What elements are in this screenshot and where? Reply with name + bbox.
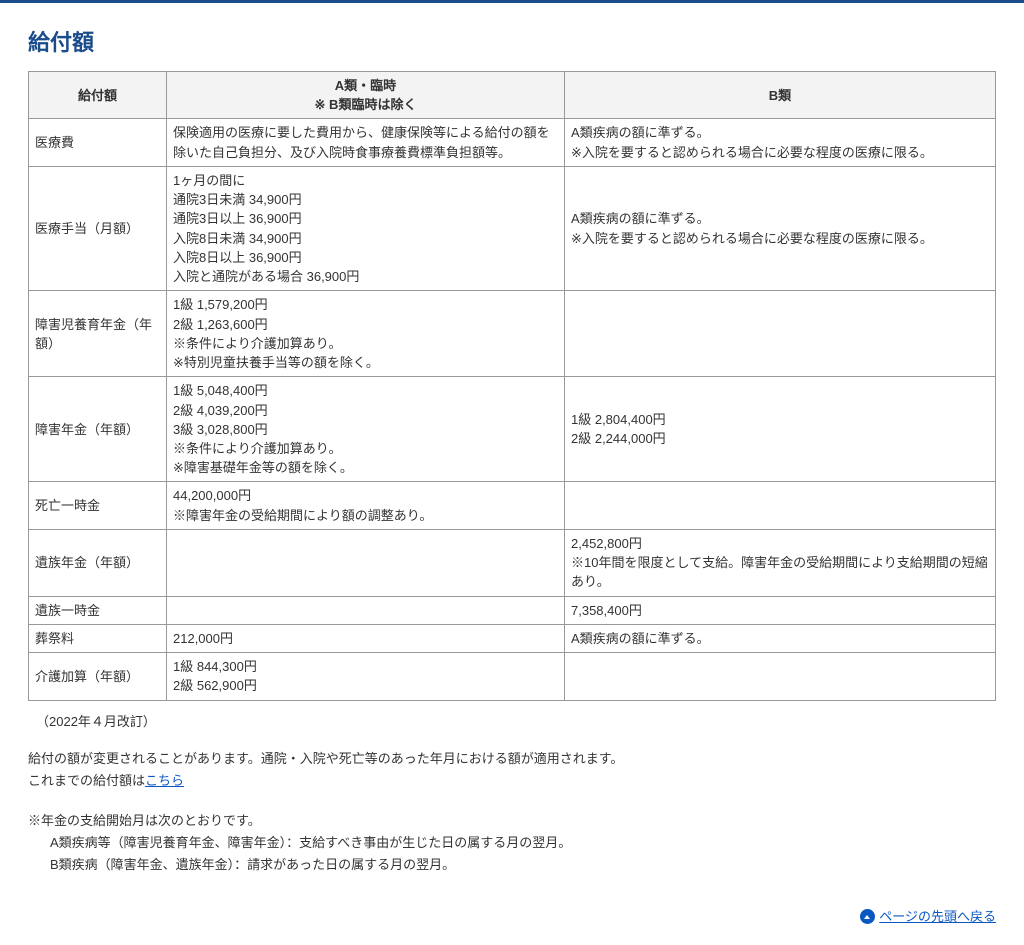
revision-note: （2022年４月改訂） (28, 711, 996, 730)
row-label: 遺族一時金 (29, 596, 167, 624)
col-header-name: 給付額 (29, 72, 167, 119)
row-a: 212,000円 (167, 624, 565, 652)
col-header-b: B類 (565, 72, 996, 119)
benefit-table: 給付額 A類・臨時 ※ B類臨時は除く B類 医療費保険適用の医療に要した費用か… (28, 71, 996, 701)
row-b: A類疾病の額に準ずる。※入院を要すると認められる場合に必要な程度の医療に限る。 (565, 166, 996, 290)
benefit-table-wrap: 給付額 A類・臨時 ※ B類臨時は除く B類 医療費保険適用の医療に要した費用か… (28, 71, 996, 701)
row-label: 死亡一時金 (29, 482, 167, 529)
row-a: 1級 5,048,400円2級 4,039,200円3級 3,028,800円※… (167, 377, 565, 482)
row-label: 医療手当（月額） (29, 166, 167, 290)
body-p3b: B類疾病（障害年金、遺族年金）：請求があった日の属する月の翌月。 (28, 857, 455, 872)
row-label: 障害児養育年金（年額） (29, 291, 167, 377)
table-row: 医療費保険適用の医療に要した費用から、健康保険等による給付の額を除いた自己負担分… (29, 119, 996, 166)
table-row: 障害児養育年金（年額）1級 1,579,200円2級 1,263,600円※条件… (29, 291, 996, 377)
page-title: 給付額 (28, 25, 996, 57)
back-to-top-link[interactable]: ページの先頭へ戻る (879, 909, 996, 924)
row-a (167, 596, 565, 624)
row-b (565, 291, 996, 377)
row-label: 介護加算（年額） (29, 653, 167, 700)
row-a: 44,200,000円※障害年金の受給期間により額の調整あり。 (167, 482, 565, 529)
row-b: 1級 2,804,400円2級 2,244,000円 (565, 377, 996, 482)
body-p2-prefix: これまでの給付額は (28, 773, 145, 788)
col-header-a: A類・臨時 ※ B類臨時は除く (167, 72, 565, 119)
table-row: 葬祭料212,000円A類疾病の額に準ずる。 (29, 624, 996, 652)
row-b: 2,452,800円※10年間を限度として支給。障害年金の受給期間により支給期間… (565, 529, 996, 596)
row-b (565, 482, 996, 529)
row-a: 1ヶ月の間に通院3日未満 34,900円通院3日以上 36,900円入院8日未満… (167, 166, 565, 290)
row-label: 葬祭料 (29, 624, 167, 652)
row-a: 1級 1,579,200円2級 1,263,600円※条件により介護加算あり。※… (167, 291, 565, 377)
table-row: 医療手当（月額）1ヶ月の間に通院3日未満 34,900円通院3日以上 36,90… (29, 166, 996, 290)
table-row: 介護加算（年額）1級 844,300円2級 562,900円 (29, 653, 996, 700)
back-to-top: ページの先頭へ戻る (28, 906, 996, 925)
table-row: 障害年金（年額）1級 5,048,400円2級 4,039,200円3級 3,0… (29, 377, 996, 482)
body-p1: 給付の額が変更されることがあります。通院・入院や死亡等のあった年月における額が適… (28, 748, 996, 792)
row-b: A類疾病の額に準ずる。※入院を要すると認められる場合に必要な程度の医療に限る。 (565, 119, 996, 166)
row-b (565, 653, 996, 700)
row-label: 遺族年金（年額） (29, 529, 167, 596)
benefit-table-body: 医療費保険適用の医療に要した費用から、健康保険等による給付の額を除いた自己負担分… (29, 119, 996, 700)
table-row: 遺族年金（年額） 2,452,800円※10年間を限度として支給。障害年金の受給期… (29, 529, 996, 596)
body-p3a: A類疾病等（障害児養育年金、障害年金）：支給すべき事由が生じた日の属する月の翌月… (28, 835, 571, 850)
table-row: 死亡一時金44,200,000円※障害年金の受給期間により額の調整あり。 (29, 482, 996, 529)
row-a: 1級 844,300円2級 562,900円 (167, 653, 565, 700)
row-a: 保険適用の医療に要した費用から、健康保険等による給付の額を除いた自己負担分、及び… (167, 119, 565, 166)
row-label: 障害年金（年額） (29, 377, 167, 482)
row-a (167, 529, 565, 596)
row-b: 7,358,400円 (565, 596, 996, 624)
prev-amounts-link[interactable]: こちら (145, 773, 184, 788)
table-row: 遺族一時金 7,358,400円 (29, 596, 996, 624)
body-p3-text: ※年金の支給開始月は次のとおりです。 (28, 813, 261, 828)
page: 給付額 給付額 A類・臨時 ※ B類臨時は除く B類 医療費保険適用の医療に要し… (0, 3, 1024, 945)
body-p3: ※年金の支給開始月は次のとおりです。 A類疾病等（障害児養育年金、障害年金）：支… (28, 810, 996, 876)
row-label: 医療費 (29, 119, 167, 166)
row-b: A類疾病の額に準ずる。 (565, 624, 996, 652)
body-p1-text: 給付の額が変更されることがあります。通院・入院や死亡等のあった年月における額が適… (28, 751, 623, 766)
arrow-up-icon (860, 909, 875, 924)
